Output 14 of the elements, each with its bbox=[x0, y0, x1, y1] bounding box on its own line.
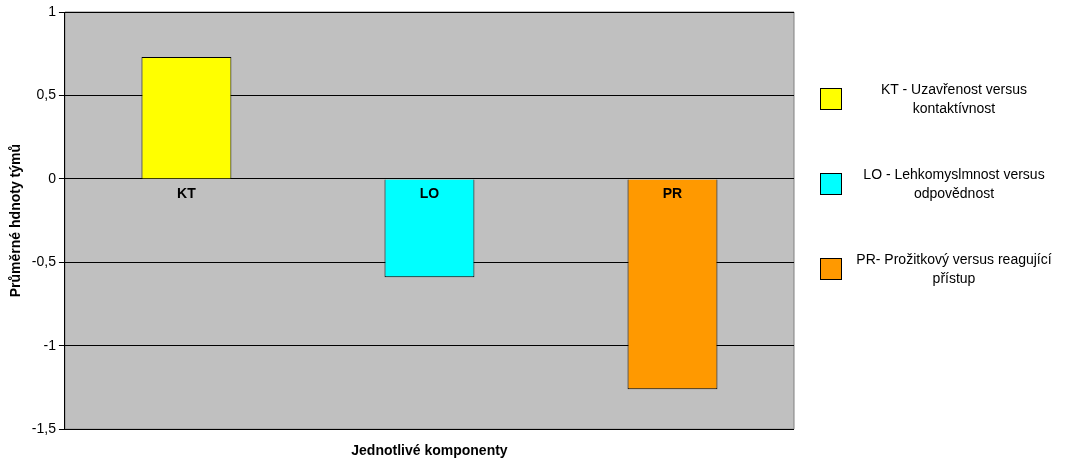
y-tick-label: -0,5 bbox=[31, 253, 57, 270]
y-axis-title: Průměrné hdnoty týmů bbox=[7, 143, 24, 298]
x-axis-title: Jednotlivé komponenty bbox=[351, 442, 508, 459]
legend-label: PR- Prožitkový versus reagující přístup bbox=[855, 250, 1053, 288]
y-tick-label: 1 bbox=[48, 2, 57, 19]
y-tick-label: 0,5 bbox=[36, 86, 57, 103]
text: KT - Uzavřenost versus kontaktívnost bbox=[880, 80, 1028, 118]
legend-label: LO - Lehkomyslmnost versus odpovědnost bbox=[862, 165, 1046, 203]
y-tick-label: -1,5 bbox=[31, 420, 57, 437]
y-tick-label: -1 bbox=[43, 336, 57, 353]
x-tick-label: KT bbox=[177, 184, 197, 201]
y-tick-label: 0 bbox=[48, 169, 57, 186]
x-tick-label: LO bbox=[419, 184, 440, 201]
x-tick-label: PR bbox=[662, 184, 683, 201]
